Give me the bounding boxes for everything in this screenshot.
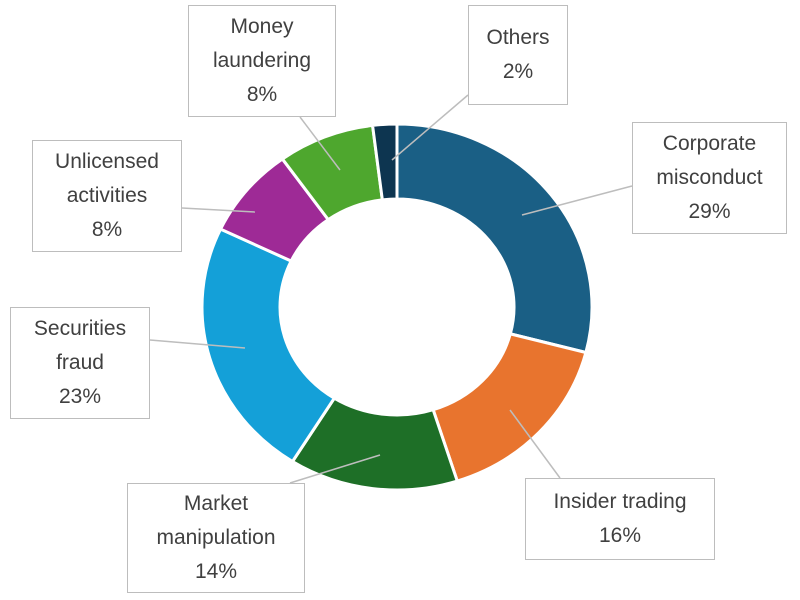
category-label: Market manipulation [156,492,276,549]
leader-line [391,94,469,161]
data-label-box: Insider trading 16% [525,478,715,560]
data-label-box: Corporate misconduct 29% [632,122,787,234]
leader-line [181,207,256,213]
category-label: Money laundering [212,15,312,72]
leader-line [299,116,341,171]
value-label: 8% [246,83,278,106]
data-label-box: Securities fraud 23% [10,307,150,419]
donut-slice [395,122,594,355]
value-label: 2% [502,60,534,83]
category-label: Corporate misconduct [656,132,763,189]
category-label: Unlicensed activities [55,150,159,207]
data-label-box: Money laundering 8% [188,5,336,117]
donut-slice [200,227,337,464]
value-label: 16% [598,524,642,547]
data-label-box: Market manipulation 14% [127,483,305,593]
leader-line [149,339,246,349]
leader-line [521,185,633,216]
category-label: Securities fraud [33,317,127,374]
value-label: 23% [58,385,102,408]
data-label-box: Unlicensed activities 8% [32,140,182,252]
value-label: 14% [194,560,238,583]
data-label-box: Others 2% [468,5,568,105]
leader-line [509,409,561,479]
donut-slice [370,122,399,202]
category-label: Others [486,26,550,49]
category-label: Insider trading [553,490,687,513]
value-label: 8% [91,218,123,241]
donut-slice [431,332,588,483]
leader-line [289,454,381,484]
value-label: 29% [688,200,731,223]
